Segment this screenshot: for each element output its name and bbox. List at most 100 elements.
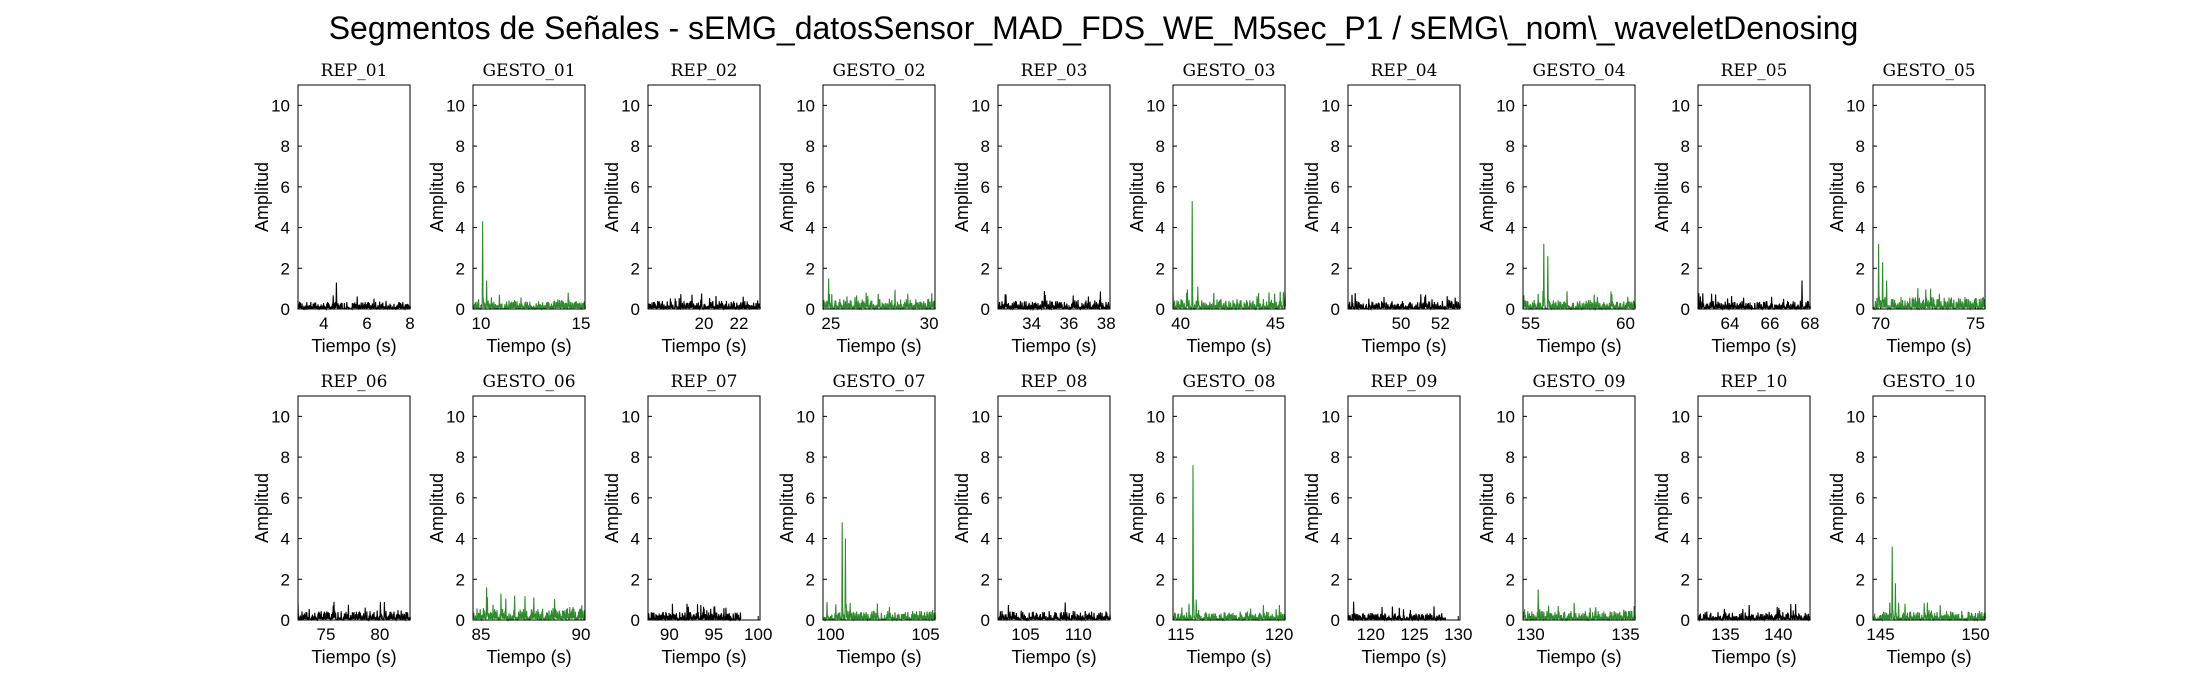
y-tick-label: 2 (1856, 259, 1865, 278)
y-tick-label: 2 (631, 570, 640, 589)
y-tick-label: 10 (971, 96, 990, 115)
y-tick-label: 8 (806, 448, 815, 467)
y-tick-label: 8 (281, 137, 290, 156)
y-tick-label: 10 (1846, 407, 1865, 426)
x-tick-label: 100 (744, 625, 772, 644)
y-axis-label: Amplitud (1477, 473, 1497, 543)
y-tick-label: 8 (631, 448, 640, 467)
y-axis-label: Amplitud (1827, 162, 1847, 232)
y-tick-label: 4 (456, 530, 465, 549)
y-tick-label: 8 (456, 137, 465, 156)
y-axis-label: Amplitud (602, 162, 622, 232)
y-tick-label: 6 (981, 178, 990, 197)
y-tick-label: 10 (271, 96, 290, 115)
y-tick-label: 2 (281, 259, 290, 278)
x-tick-label: 8 (405, 314, 414, 333)
y-tick-label: 2 (1681, 570, 1690, 589)
y-tick-label: 0 (806, 611, 815, 630)
y-tick-label: 2 (1506, 570, 1515, 589)
y-axis-label: Amplitud (952, 162, 972, 232)
x-axis-label: Tiempo (s) (1186, 336, 1271, 356)
x-tick-label: 4 (319, 314, 328, 333)
y-tick-label: 2 (806, 259, 815, 278)
y-tick-label: 2 (631, 259, 640, 278)
x-axis-label: Tiempo (s) (1711, 336, 1796, 356)
y-tick-label: 6 (1506, 489, 1515, 508)
signal-trace (1697, 280, 1811, 311)
axes-box (647, 84, 761, 310)
figure-title: Segmentos de Señales - sEMG_datosSensor_… (328, 10, 1859, 46)
axes-box (1872, 395, 1986, 621)
subplot-title: GESTO_05 (1882, 61, 1975, 81)
y-tick-label: 0 (281, 300, 290, 319)
y-tick-label: 4 (631, 530, 640, 549)
subplot-title: REP_08 (1021, 372, 1088, 392)
subplot-title: GESTO_10 (1882, 372, 1975, 392)
signal-trace (472, 221, 586, 312)
y-tick-label: 0 (981, 611, 990, 630)
y-axis-label: Amplitud (252, 162, 272, 232)
y-tick-label: 10 (621, 407, 640, 426)
y-tick-label: 0 (806, 300, 815, 319)
y-tick-label: 6 (281, 489, 290, 508)
x-axis-label: Tiempo (s) (486, 647, 571, 667)
x-axis-label: Tiempo (s) (836, 336, 921, 356)
subplot-title: REP_07 (671, 372, 738, 392)
x-tick-label: 80 (370, 625, 389, 644)
x-tick-label: 60 (1616, 314, 1635, 333)
y-tick-label: 6 (456, 489, 465, 508)
x-tick-label: 25 (821, 314, 840, 333)
y-tick-label: 8 (1506, 448, 1515, 467)
axes-box (472, 84, 586, 310)
axes-box (1347, 84, 1461, 310)
x-tick-label: 135 (1711, 625, 1739, 644)
signal-trace (1522, 243, 1636, 311)
y-tick-label: 2 (281, 570, 290, 589)
x-axis-label: Tiempo (s) (1361, 647, 1446, 667)
x-tick-label: 20 (695, 314, 714, 333)
subplot-rep-10: REP_10 0 2 4 6 8 10 135 140 Tiempo (s) Amplitud (1652, 372, 1811, 667)
x-tick-label: 10 (472, 314, 491, 333)
y-tick-label: 0 (631, 300, 640, 319)
x-tick-label: 36 (1059, 314, 1078, 333)
y-tick-label: 6 (281, 178, 290, 197)
signal-trace (997, 290, 1111, 312)
x-tick-label: 38 (1097, 314, 1116, 333)
y-tick-label: 8 (806, 137, 815, 156)
axes-box (1172, 395, 1286, 621)
subplot-gesto-05: GESTO_05 0 2 4 6 8 10 70 75 Tiempo (s) Amplitud (1827, 61, 1986, 356)
y-tick-label: 2 (456, 570, 465, 589)
signal-trace (647, 603, 742, 622)
subplot-rep-01: REP_01 0 2 4 6 8 10 4 6 8 Tiempo (s) Amplitud (252, 61, 415, 356)
y-tick-label: 4 (1681, 530, 1690, 549)
y-tick-label: 6 (631, 178, 640, 197)
y-tick-label: 10 (1671, 96, 1690, 115)
y-axis-label: Amplitud (952, 473, 972, 543)
y-tick-label: 2 (1331, 259, 1340, 278)
x-tick-label: 66 (1761, 314, 1780, 333)
y-tick-label: 0 (281, 611, 290, 630)
y-tick-label: 10 (1321, 407, 1340, 426)
y-tick-label: 8 (1681, 448, 1690, 467)
subplot-title: GESTO_01 (482, 61, 575, 81)
x-axis-label: Tiempo (s) (1711, 647, 1796, 667)
y-axis-label: Amplitud (1652, 162, 1672, 232)
x-tick-label: 145 (1866, 625, 1894, 644)
y-tick-label: 4 (981, 530, 990, 549)
x-tick-label: 70 (1871, 314, 1890, 333)
y-tick-label: 0 (456, 300, 465, 319)
axes-box (997, 84, 1111, 310)
axes-box (1697, 84, 1811, 310)
y-tick-label: 8 (281, 448, 290, 467)
subplot-title: GESTO_03 (1182, 61, 1275, 81)
y-tick-label: 8 (1156, 448, 1165, 467)
x-axis-label: Tiempo (s) (1186, 647, 1271, 667)
x-tick-label: 110 (1065, 625, 1092, 644)
y-axis-label: Amplitud (1127, 473, 1147, 543)
y-tick-label: 2 (1156, 259, 1165, 278)
x-axis-label: Tiempo (s) (1886, 647, 1971, 667)
y-tick-label: 10 (271, 407, 290, 426)
x-tick-label: 105 (911, 625, 939, 644)
axes-box (297, 395, 411, 621)
x-tick-label: 120 (1357, 625, 1385, 644)
